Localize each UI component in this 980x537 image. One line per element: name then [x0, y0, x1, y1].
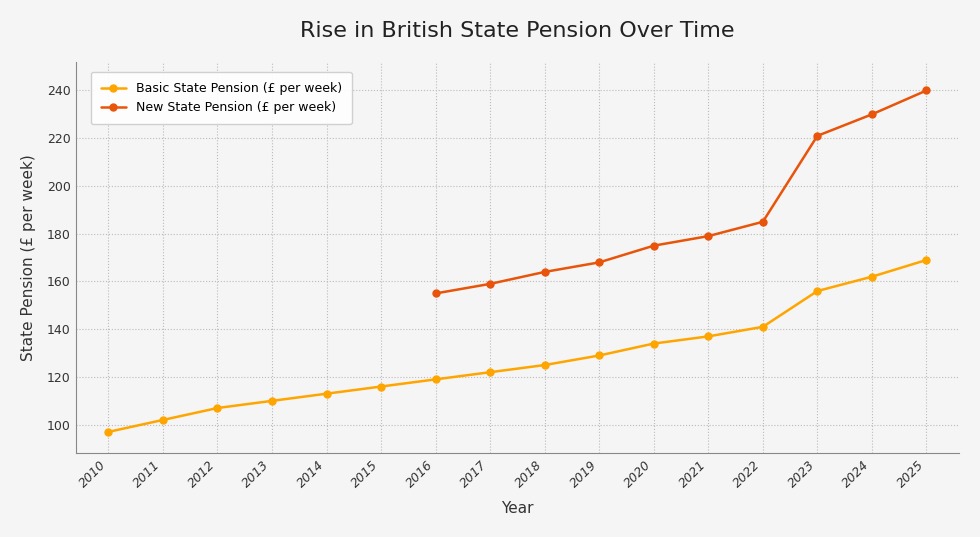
Basic State Pension (£ per week)	[484, 369, 496, 375]
New State Pension (£ per week)	[703, 233, 714, 240]
Basic State Pension (£ per week)	[539, 362, 551, 368]
Basic State Pension (£ per week)	[920, 257, 932, 263]
Basic State Pension (£ per week)	[703, 333, 714, 339]
Basic State Pension (£ per week)	[811, 288, 823, 294]
Legend: Basic State Pension (£ per week), New State Pension (£ per week): Basic State Pension (£ per week), New St…	[91, 72, 352, 124]
Basic State Pension (£ per week)	[648, 340, 660, 347]
New State Pension (£ per week)	[648, 242, 660, 249]
New State Pension (£ per week)	[866, 111, 878, 118]
New State Pension (£ per week)	[539, 268, 551, 275]
Basic State Pension (£ per week)	[593, 352, 605, 359]
New State Pension (£ per week)	[430, 290, 442, 296]
New State Pension (£ per week)	[484, 281, 496, 287]
Basic State Pension (£ per week)	[267, 397, 278, 404]
X-axis label: Year: Year	[501, 501, 534, 516]
Basic State Pension (£ per week)	[430, 376, 442, 382]
Basic State Pension (£ per week)	[320, 390, 332, 397]
New State Pension (£ per week)	[920, 87, 932, 93]
Title: Rise in British State Pension Over Time: Rise in British State Pension Over Time	[300, 21, 735, 41]
New State Pension (£ per week)	[811, 133, 823, 139]
Basic State Pension (£ per week)	[866, 273, 878, 280]
Basic State Pension (£ per week)	[375, 383, 387, 390]
Basic State Pension (£ per week)	[757, 324, 768, 330]
Basic State Pension (£ per week)	[157, 417, 169, 423]
New State Pension (£ per week)	[593, 259, 605, 266]
Basic State Pension (£ per week)	[212, 405, 223, 411]
Y-axis label: State Pension (£ per week): State Pension (£ per week)	[21, 154, 36, 361]
Line: Basic State Pension (£ per week): Basic State Pension (£ per week)	[105, 257, 930, 436]
New State Pension (£ per week)	[757, 219, 768, 225]
Line: New State Pension (£ per week): New State Pension (£ per week)	[432, 87, 930, 297]
Basic State Pension (£ per week)	[103, 429, 115, 435]
